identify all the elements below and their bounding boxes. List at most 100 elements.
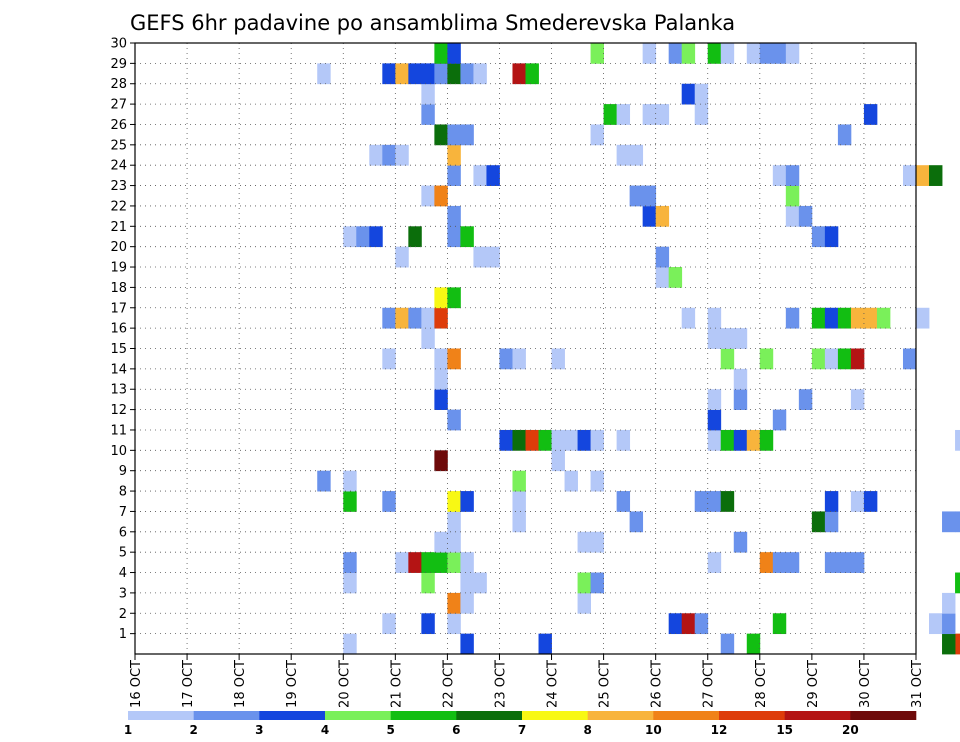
cell-6	[746, 633, 761, 655]
cell-140	[408, 226, 422, 248]
cell-33	[460, 552, 474, 573]
cell-186	[395, 63, 409, 85]
cell-5	[720, 633, 735, 655]
cell-185	[382, 63, 396, 85]
x-tick-label: 20 OCT	[337, 660, 352, 708]
cell-114	[382, 307, 396, 329]
cell-163	[369, 144, 383, 166]
cell-188	[421, 63, 435, 85]
cell-135	[486, 246, 500, 268]
colorbar-swatch	[587, 711, 654, 720]
cell-38	[824, 552, 839, 573]
cell-171	[460, 124, 474, 146]
cell-202	[720, 43, 735, 64]
cell-120	[707, 307, 722, 329]
cell-124	[837, 307, 852, 329]
cell-86	[955, 429, 960, 451]
cell-123	[824, 307, 839, 329]
cell-66	[343, 470, 357, 492]
x-tick-label: 27 OCT	[702, 660, 717, 708]
cell-175	[603, 104, 618, 125]
cell-91	[707, 389, 722, 410]
cell-47	[512, 511, 526, 533]
cell-80	[616, 429, 631, 451]
cell-196	[447, 43, 461, 64]
cell-88	[707, 409, 722, 431]
cell-180	[863, 104, 878, 125]
cell-41	[434, 531, 448, 553]
cell-71	[551, 450, 565, 472]
cell-127	[876, 307, 891, 329]
colorbar-label: 1	[124, 723, 132, 737]
cell-191	[460, 63, 474, 85]
cell-136	[655, 246, 670, 268]
y-tick-label: 3	[119, 586, 127, 601]
colorbar-label: 15	[776, 723, 793, 737]
cell-148	[785, 205, 800, 227]
cell-42	[447, 531, 461, 553]
cell-198	[642, 43, 657, 64]
cell-166	[447, 144, 461, 166]
cell-40	[850, 552, 865, 573]
cell-158	[772, 165, 787, 186]
y-tick-label: 19	[110, 261, 127, 276]
y-tick-label: 24	[110, 159, 127, 174]
cell-97	[382, 348, 396, 370]
colorbar-swatch	[653, 711, 720, 720]
cell-68	[564, 470, 578, 492]
cell-77	[564, 429, 578, 451]
cell-78	[577, 429, 591, 451]
cell-18	[577, 592, 591, 614]
x-tick-label: 17 OCT	[181, 660, 196, 708]
cell-146	[642, 205, 657, 227]
cell-110	[421, 328, 435, 349]
y-tick-label: 9	[119, 464, 127, 479]
y-tick-label: 11	[110, 423, 127, 438]
cell-72	[499, 429, 513, 451]
y-tick-label: 14	[110, 362, 127, 377]
cell-8	[421, 613, 435, 635]
cell-154	[785, 185, 800, 207]
cell-160	[902, 165, 917, 186]
cell-15	[942, 613, 956, 635]
y-tick-label: 15	[110, 342, 127, 357]
cell-58	[616, 491, 631, 512]
cell-178	[655, 104, 670, 125]
cell-103	[720, 348, 735, 370]
y-tick-label: 25	[110, 138, 127, 153]
cell-184	[317, 63, 331, 85]
cell-205	[772, 43, 787, 64]
cell-149	[798, 205, 813, 227]
cell-61	[720, 491, 735, 512]
cell-87	[447, 409, 461, 431]
cell-138	[356, 226, 370, 248]
cell-20	[343, 572, 357, 594]
cell-176	[616, 104, 631, 125]
y-tick-label: 28	[110, 77, 127, 92]
y-tick-label: 10	[110, 444, 127, 459]
cell-192	[473, 63, 487, 85]
cell-153	[642, 185, 657, 207]
cell-132	[668, 267, 683, 288]
cell-56	[460, 491, 474, 512]
cell-117	[421, 307, 435, 329]
x-tick-label: 29 OCT	[806, 660, 821, 708]
colorbar-label: 20	[842, 723, 859, 737]
cell-49	[811, 511, 826, 533]
cell-168	[629, 144, 644, 166]
x-tick-label: 19 OCT	[285, 660, 300, 708]
cell-90	[434, 389, 448, 410]
cell-10	[668, 613, 683, 635]
cell-92	[733, 389, 748, 410]
cell-14	[929, 613, 943, 635]
cell-109	[902, 348, 917, 370]
cell-22	[460, 572, 474, 594]
cell-79	[590, 429, 604, 451]
cell-55	[447, 491, 461, 512]
cell-7	[382, 613, 396, 635]
colorbar-swatch	[850, 711, 917, 720]
cell-12	[694, 613, 709, 635]
plot-frame	[134, 42, 917, 655]
colorbar-swatch	[128, 711, 194, 720]
y-tick-label: 7	[119, 505, 127, 520]
